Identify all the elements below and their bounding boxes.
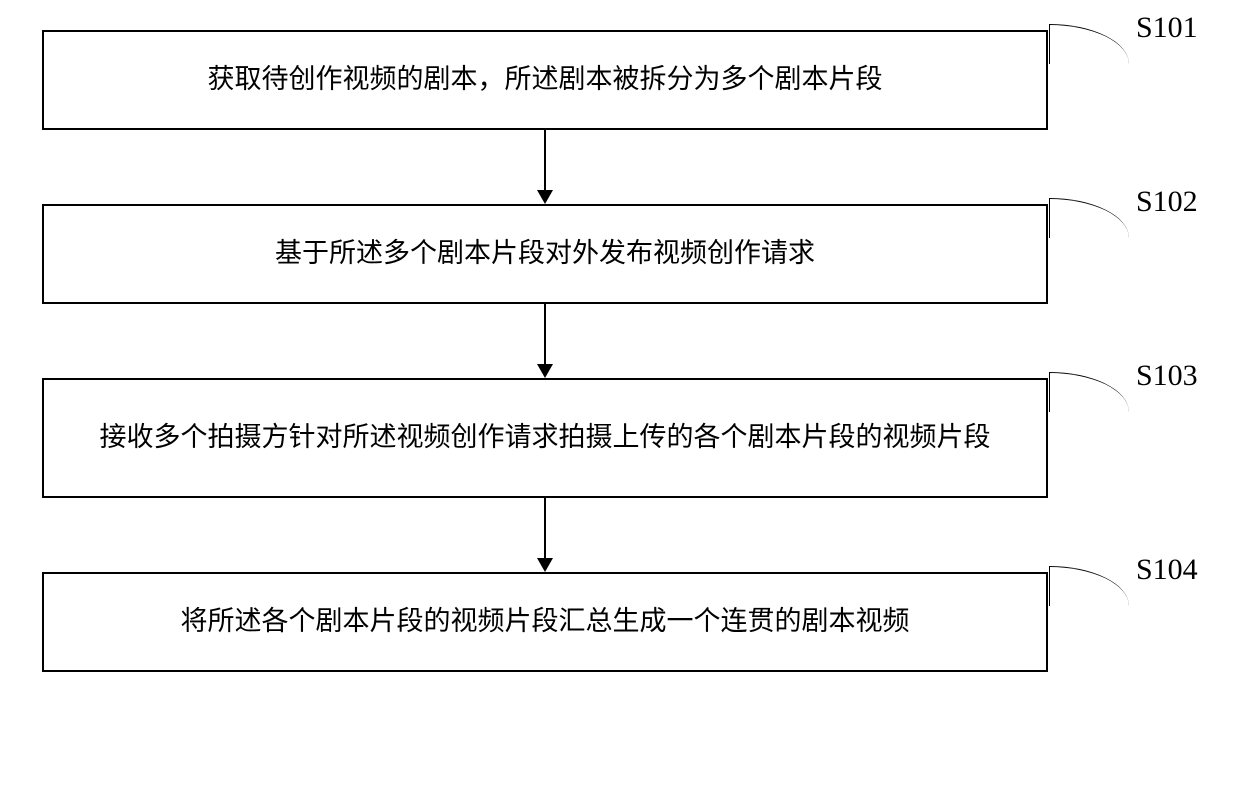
step-text: 接收多个拍摄方针对所述视频创作请求拍摄上传的各个剧本片段的视频片段 <box>100 416 991 459</box>
connector-s101 <box>1049 24 1129 64</box>
step-box-s102: 基于所述多个剧本片段对外发布视频创作请求 S102 <box>42 204 1048 304</box>
flowchart-container: 获取待创作视频的剧本，所述剧本被拆分为多个剧本片段 S101 基于所述多个剧本片… <box>42 30 1197 672</box>
arrow-head-icon <box>537 558 553 572</box>
arrow-line <box>544 498 546 558</box>
step-label-s102: S102 <box>1136 178 1198 226</box>
arrow-line <box>544 130 546 190</box>
arrow-1 <box>42 130 1048 204</box>
connector-s103 <box>1049 372 1129 412</box>
arrow-head-icon <box>537 190 553 204</box>
arrow-head-icon <box>537 364 553 378</box>
connector-s104 <box>1049 566 1129 606</box>
arrow-line <box>544 304 546 364</box>
step-text: 基于所述多个剧本片段对外发布视频创作请求 <box>275 232 815 275</box>
step-label-s104: S104 <box>1136 546 1198 594</box>
step-text: 获取待创作视频的剧本，所述剧本被拆分为多个剧本片段 <box>208 58 883 101</box>
connector-s102 <box>1049 198 1129 238</box>
arrow-3 <box>42 498 1048 572</box>
step-box-s101: 获取待创作视频的剧本，所述剧本被拆分为多个剧本片段 S101 <box>42 30 1048 130</box>
arrow-2 <box>42 304 1048 378</box>
step-text: 将所述各个剧本片段的视频片段汇总生成一个连贯的剧本视频 <box>181 600 910 643</box>
step-box-s103: 接收多个拍摄方针对所述视频创作请求拍摄上传的各个剧本片段的视频片段 S103 <box>42 378 1048 498</box>
step-box-s104: 将所述各个剧本片段的视频片段汇总生成一个连贯的剧本视频 S104 <box>42 572 1048 672</box>
step-label-s101: S101 <box>1136 4 1198 52</box>
step-label-s103: S103 <box>1136 352 1198 400</box>
